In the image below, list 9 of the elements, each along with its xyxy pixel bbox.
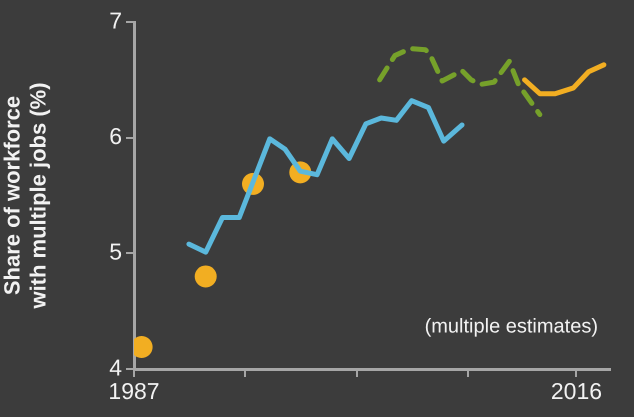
x-tick-label: 1987 [108,378,160,404]
annotation: (multiple estimates) [424,316,598,338]
y-tick-label: 4 [109,354,122,380]
x-tick-label: 2016 [550,378,602,404]
y-tick-label: 6 [109,123,122,150]
y-tick-label: 5 [109,238,122,265]
point [194,265,217,288]
y-axis-title: Share of workforce with multiple jobs (%) [0,82,51,310]
y-tick-label: 7 [109,7,122,34]
